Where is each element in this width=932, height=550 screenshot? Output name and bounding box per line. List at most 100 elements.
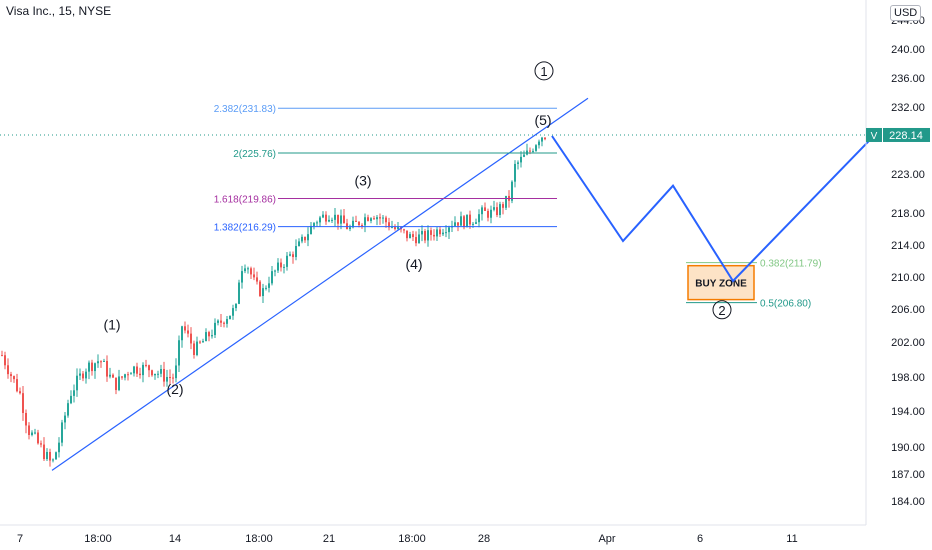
candle-body: [124, 374, 126, 378]
candle-body: [85, 371, 87, 379]
x-tick-label: 18:00: [398, 533, 426, 545]
candle-body: [262, 288, 264, 297]
candle-body: [178, 340, 180, 366]
candle-body: [136, 366, 138, 374]
candle-body: [505, 195, 507, 208]
buy-zone-label: BUY ZONE: [695, 279, 747, 290]
candle-body: [448, 227, 450, 233]
candle-body: [268, 283, 270, 288]
candle-body: [265, 287, 267, 289]
fib-level-1618-label: 1.618(219.86): [214, 194, 276, 205]
y-tick-label: 190.00: [891, 442, 925, 454]
candle-body: [466, 214, 468, 228]
candle-body: [364, 217, 366, 226]
candle-body: [439, 229, 441, 235]
candle-body: [109, 374, 111, 377]
candle-body: [469, 214, 471, 225]
candle-body: [301, 236, 303, 242]
candle-body: [388, 222, 390, 228]
x-tick-label: 18:00: [84, 533, 112, 545]
candle-body: [67, 403, 69, 416]
candle-body: [151, 370, 153, 376]
fib-level-0382-label: 0.382(211.79): [760, 259, 822, 270]
candle-body: [4, 355, 6, 366]
candle-body: [502, 204, 504, 208]
candle-body: [208, 332, 210, 337]
candle-body: [385, 217, 387, 223]
candle-body: [226, 319, 228, 324]
candle-body: [94, 363, 96, 372]
candle-body: [46, 451, 48, 460]
candle-body: [199, 341, 201, 343]
candle-body: [358, 221, 360, 226]
candle-body: [79, 373, 81, 376]
candle-body: [175, 365, 177, 379]
candle-body: [376, 217, 378, 220]
candle-body: [16, 379, 18, 392]
candle-body: [499, 204, 501, 216]
candle-body: [148, 365, 150, 371]
candle-body: [43, 444, 45, 460]
currency-badge[interactable]: USD: [890, 5, 922, 21]
y-tick-label: 210.00: [891, 272, 925, 284]
chart-title: Visa Inc., 15, NYSE: [6, 4, 112, 18]
candle-body: [184, 326, 186, 331]
candle-body: [19, 391, 21, 394]
candle-body: [280, 262, 282, 268]
candle-body: [187, 330, 189, 334]
candle-body: [220, 320, 222, 323]
candle-body: [397, 227, 399, 230]
candle-body: [37, 432, 39, 444]
y-tick-label: 232.00: [891, 102, 925, 114]
candle-body: [31, 432, 33, 435]
candle-body: [205, 332, 207, 342]
candle-body: [121, 376, 123, 378]
y-tick-label: 206.00: [891, 304, 925, 316]
candle-body: [370, 218, 372, 221]
candle-body: [367, 217, 369, 221]
candle-body: [160, 368, 162, 374]
candle-body: [166, 377, 168, 382]
candle-body: [379, 217, 381, 219]
candle-body: [259, 281, 261, 297]
candle-body: [172, 377, 174, 379]
candle-body: [91, 362, 93, 372]
y-tick-label: 198.00: [891, 372, 925, 384]
candle-body: [10, 374, 12, 377]
projection-path: [551, 135, 871, 283]
candle-body: [112, 374, 114, 378]
y-tick-label: 214.00: [891, 240, 925, 252]
candle-body: [289, 254, 291, 256]
x-tick-label: 11: [786, 533, 797, 545]
candle-body: [22, 393, 24, 413]
candle-body: [328, 219, 330, 222]
candle-body: [133, 366, 135, 374]
candle-body: [49, 451, 51, 461]
candle-body: [415, 237, 417, 244]
candle-body: [520, 156, 522, 163]
wave-labels: (1) (2) (3) (4) (5) 1 2: [103, 61, 732, 397]
candlestick-series: [1, 136, 546, 467]
candle-body: [193, 343, 195, 356]
candle-body: [298, 241, 300, 247]
candle-body: [409, 234, 411, 239]
candle-body: [310, 225, 312, 235]
candle-body: [487, 210, 489, 218]
wave-label-circle: [712, 300, 732, 320]
candle-body: [478, 214, 480, 223]
last-price-value: 228.14: [889, 130, 923, 142]
candle-body: [145, 364, 147, 366]
candle-body: [163, 368, 165, 382]
candle-body: [406, 230, 408, 239]
candle-body: [460, 216, 462, 226]
candle-body: [88, 362, 90, 372]
candle-body: [391, 227, 393, 229]
last-price-tag: [883, 127, 930, 142]
candle-body: [157, 373, 159, 375]
y-tick-label: 184.00: [891, 496, 925, 508]
y-tick-label: 223.00: [891, 169, 925, 181]
candle-body: [58, 442, 60, 453]
candle-body: [295, 246, 297, 258]
candle-body: [355, 220, 357, 222]
